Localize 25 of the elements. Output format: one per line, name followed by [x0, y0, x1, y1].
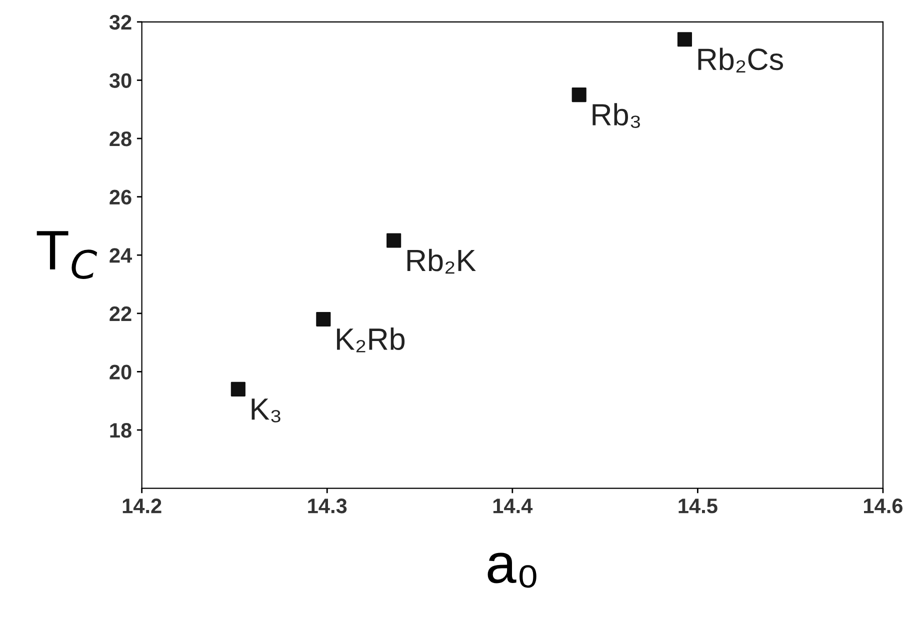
point: [677, 32, 692, 47]
y-tick-label: 20: [110, 364, 132, 380]
x-tick-label: 14.2: [122, 498, 162, 514]
annotation: K₂Rb: [337, 328, 405, 352]
annotation: Rb₂Cs: [698, 48, 783, 72]
y-tick-label: 18: [110, 422, 132, 438]
x-tick-label: 14.3: [308, 498, 347, 514]
annotation: Rb₂K: [407, 248, 476, 274]
x-tick-label: 14.5: [678, 498, 718, 514]
x-tick-label: 14.4: [493, 498, 533, 514]
point: [386, 233, 402, 248]
y-tick-label: 30: [109, 73, 132, 88]
y-tick-label: 32: [109, 14, 132, 30]
point: [572, 87, 586, 102]
y-tick-label: 24: [110, 248, 132, 263]
point: [230, 382, 246, 396]
point: [316, 312, 331, 327]
annotation: Rb₃: [592, 103, 640, 128]
y-axis-title: T$_{C}$: [36, 231, 98, 280]
annotation: K₃: [252, 398, 280, 422]
x-tick-label: 14.6: [864, 498, 902, 514]
y-tick-label: 28: [110, 132, 132, 146]
y-tick-label: 22: [110, 306, 132, 321]
x-axis-title: a₀: [488, 552, 536, 588]
y-tick-label: 26: [110, 190, 132, 205]
